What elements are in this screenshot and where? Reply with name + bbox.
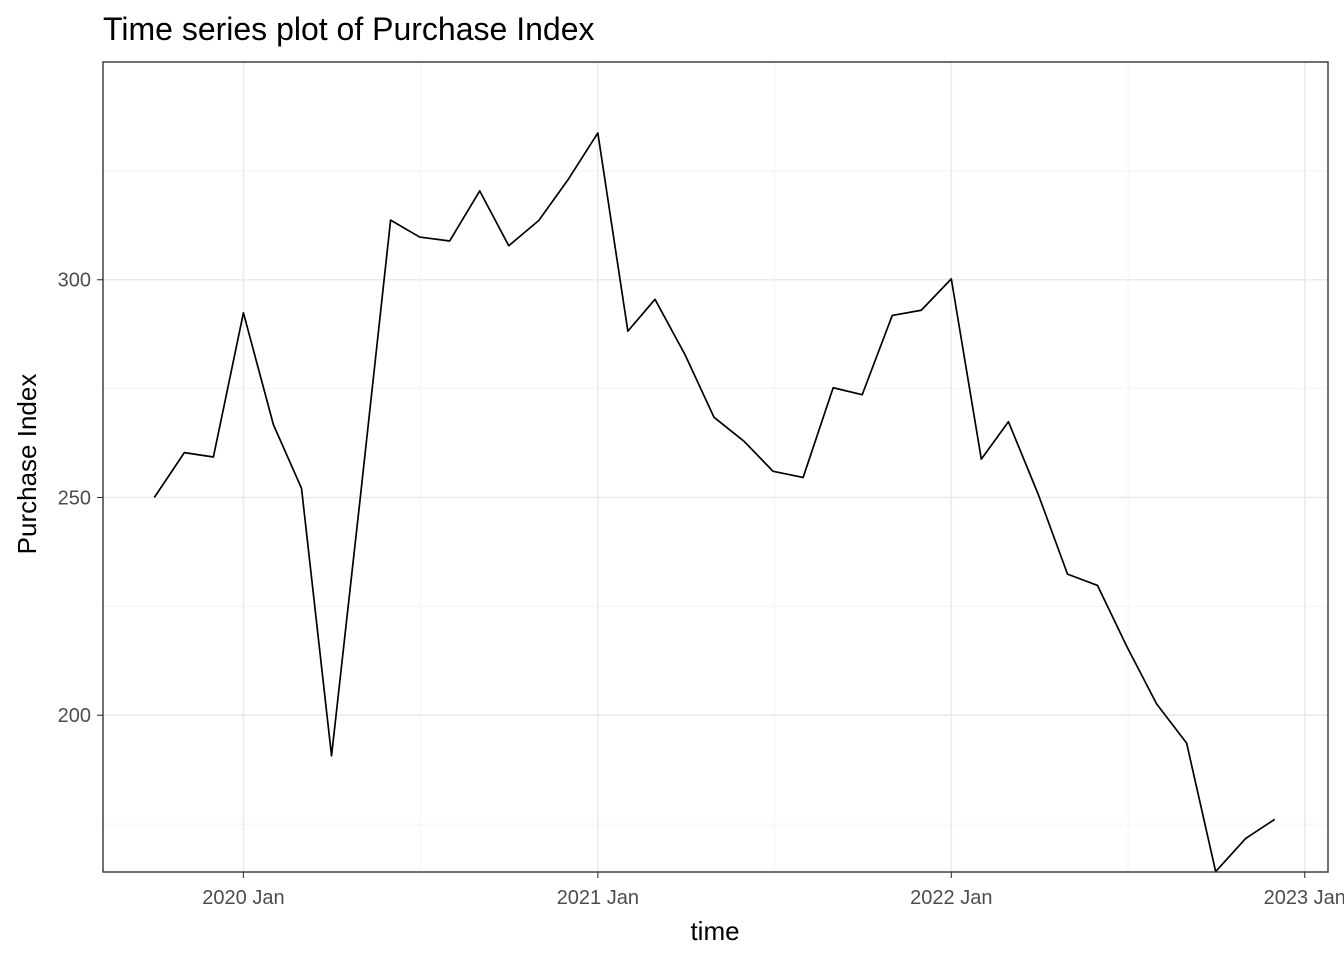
- plot-panel-border: [102, 61, 1329, 873]
- purchase-index-line: [153, 132, 1276, 873]
- x-tick-label: 2023 Jan: [1264, 887, 1344, 909]
- x-tick-label: 2020 Jan: [202, 887, 284, 909]
- x-tick-label: 2021 Jan: [557, 887, 639, 909]
- y-tick-label: 250: [58, 487, 91, 509]
- axes: 200 250 300 2020 Jan 2021 Jan 2022 Jan 2023 Ja…: [58, 270, 1344, 909]
- y-axis-title: Purchase Index: [12, 374, 42, 555]
- x-tick-label: 2022 Jan: [910, 887, 992, 909]
- x-axis-title: time: [690, 916, 739, 946]
- y-tick-label: 300: [58, 270, 91, 292]
- y-tick-label: 200: [58, 705, 91, 727]
- grid-lines: [103, 62, 1328, 872]
- chart-title: Time series plot of Purchase Index: [103, 11, 594, 47]
